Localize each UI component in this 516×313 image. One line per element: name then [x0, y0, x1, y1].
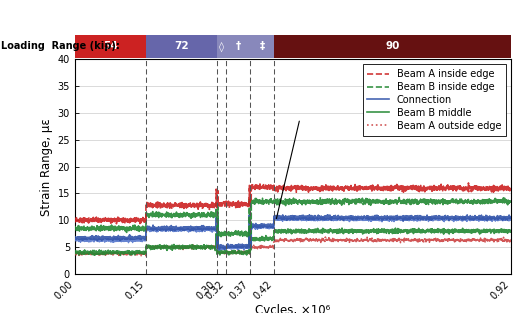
Text: ‡: ‡: [260, 42, 265, 51]
Text: Loading  Range (kip):: Loading Range (kip):: [1, 42, 119, 51]
Y-axis label: Strain Range, με: Strain Range, με: [40, 118, 53, 216]
X-axis label: Cycles, ×10⁶: Cycles, ×10⁶: [255, 304, 330, 313]
Text: ◊: ◊: [219, 41, 224, 52]
Text: 90: 90: [385, 42, 399, 51]
Legend: Beam A inside edge, Beam B inside edge, Connection, Beam B middle, Beam A outsid: Beam A inside edge, Beam B inside edge, …: [363, 64, 506, 136]
Text: 72: 72: [174, 42, 189, 51]
Text: †: †: [236, 42, 241, 51]
Text: 54: 54: [103, 42, 118, 51]
